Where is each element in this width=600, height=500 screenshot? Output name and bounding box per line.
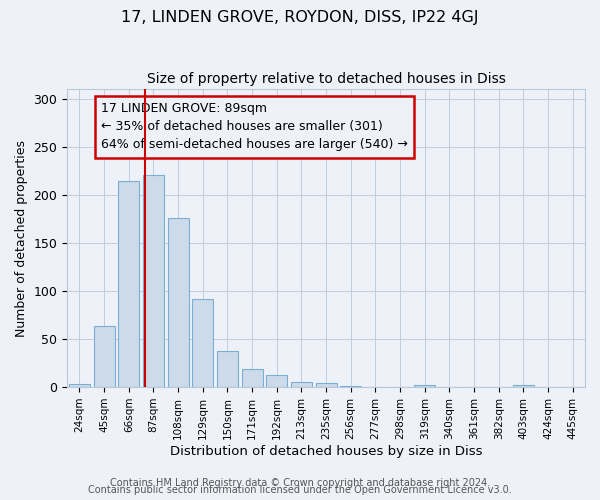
Bar [513,385,534,387]
Bar [242,369,263,387]
Bar [316,384,337,387]
Y-axis label: Number of detached properties: Number of detached properties [15,140,28,336]
Bar [94,326,115,387]
Text: Contains public sector information licensed under the Open Government Licence v3: Contains public sector information licen… [88,485,512,495]
Bar [414,385,435,387]
Bar [291,382,312,387]
Text: Contains HM Land Registry data © Crown copyright and database right 2024.: Contains HM Land Registry data © Crown c… [110,478,490,488]
Bar [69,384,90,387]
X-axis label: Distribution of detached houses by size in Diss: Distribution of detached houses by size … [170,444,482,458]
Bar [340,386,361,387]
Bar [192,298,213,387]
Text: 17 LINDEN GROVE: 89sqm
← 35% of detached houses are smaller (301)
64% of semi-de: 17 LINDEN GROVE: 89sqm ← 35% of detached… [101,102,407,152]
Text: 17, LINDEN GROVE, ROYDON, DISS, IP22 4GJ: 17, LINDEN GROVE, ROYDON, DISS, IP22 4GJ [121,10,479,25]
Bar [143,174,164,387]
Title: Size of property relative to detached houses in Diss: Size of property relative to detached ho… [146,72,506,86]
Bar [167,218,188,387]
Bar [266,374,287,387]
Bar [118,182,139,387]
Bar [217,350,238,387]
